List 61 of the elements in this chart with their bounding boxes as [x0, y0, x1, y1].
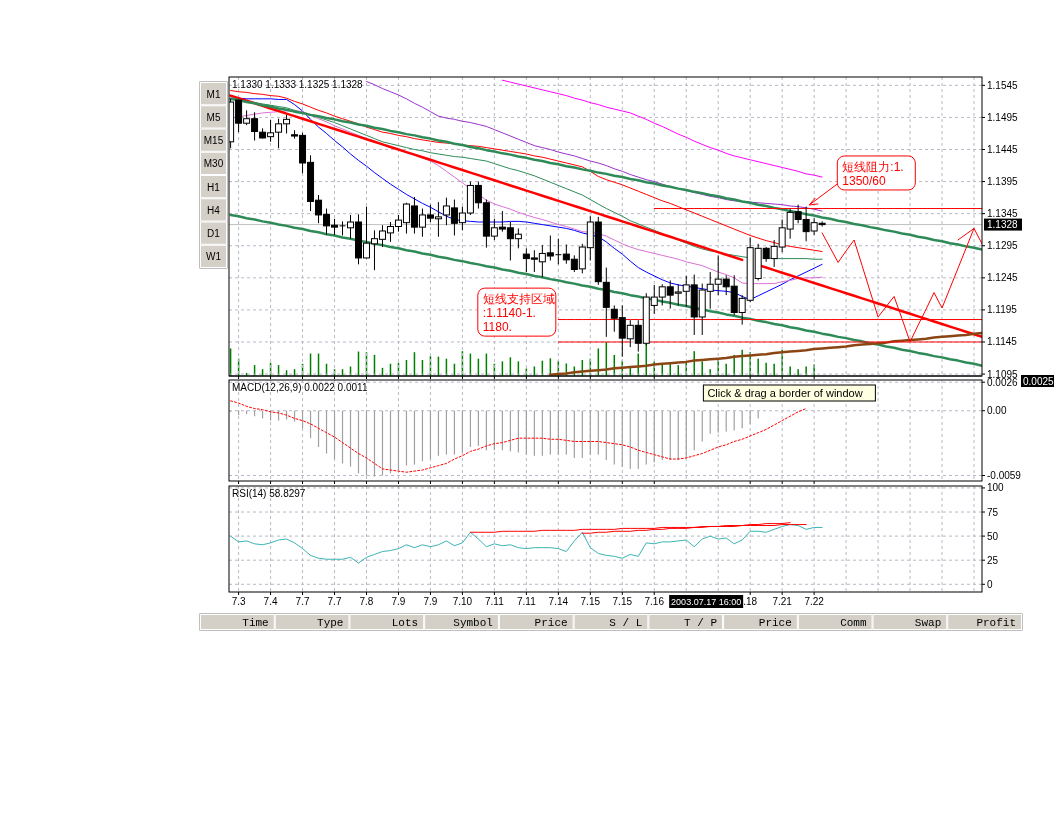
annotation: 短线阻力:1. 1350/60 [842, 159, 904, 188]
text: Symbol [453, 617, 493, 629]
annotation: Click & drag a border of window [707, 387, 863, 399]
text: H1 [207, 181, 221, 193]
text: Price [534, 617, 568, 629]
text: Lots [391, 617, 419, 629]
annotation: 短线支持区域 :1.1140-1. 1180. [482, 292, 555, 335]
y-tick-label: 0.00 [987, 405, 1007, 417]
text: M5 [206, 111, 221, 123]
x-tick-label: 7.3 [231, 596, 246, 607]
x-tick-label: 7.7 [295, 596, 310, 607]
y-tick-label: 100 [987, 482, 1005, 494]
x-tick-label: 7.11 [485, 596, 505, 607]
text: H4 [207, 204, 221, 216]
y-tick-label: 0 [987, 578, 993, 590]
y-tick-label: 1.1545 [987, 79, 1019, 91]
x-tick-label: 7.15 [580, 596, 601, 607]
x-tick-label: 7.16 [644, 596, 665, 607]
text: 2003.07.17 16:00 [671, 597, 742, 607]
chart-title: MACD(12,26,9) 0.0022 0.0011 [232, 382, 368, 393]
y-tick-label: 1.1245 [987, 272, 1019, 284]
y-tick-label: 25 [987, 554, 999, 566]
x-tick-label: 7.7 [327, 596, 342, 607]
text: Comm [840, 617, 867, 629]
y-tick-label: 1.1395 [987, 176, 1019, 188]
text: M30 [203, 158, 224, 170]
x-tick-label: 7.9 [423, 596, 438, 607]
text: T / P [684, 617, 718, 629]
y-tick-label: 1.1495 [987, 111, 1019, 123]
y-tick-label: 75 [987, 506, 999, 518]
y-tick-label: 1.1445 [987, 144, 1019, 155]
text: W1 [206, 251, 222, 263]
text: D1 [207, 228, 221, 240]
x-tick-label: 7.8 [359, 596, 374, 607]
text: Time [242, 617, 269, 629]
text: S / L [609, 617, 643, 629]
text: Type [317, 617, 344, 629]
x-tick-label: 7.22 [804, 596, 825, 607]
text: Price [758, 617, 792, 629]
x-tick-label: 7.14 [548, 596, 569, 607]
text: Profit [976, 617, 1016, 629]
x-tick-label: 7.4 [263, 596, 278, 607]
text: 0.0025 [1023, 375, 1054, 387]
x-tick-label: 7.15 [612, 596, 633, 607]
chart-title: 1.1330 1.1333 1.1325 1.1328 [232, 79, 364, 90]
ref-line-label: 1.1328 [987, 219, 1019, 231]
y-tick-label: 1.1195 [987, 304, 1018, 316]
x-tick-label: 7.21 [772, 596, 793, 607]
y-tick-label: 50 [987, 530, 999, 542]
y-tick-label: -0.0059 [987, 470, 1022, 482]
text: M15 [203, 135, 224, 147]
y-tick-label: 1.1345 [987, 208, 1019, 220]
x-tick-label: 7.10 [452, 596, 473, 607]
text: Swap [914, 617, 942, 629]
text: M1 [206, 88, 221, 100]
x-tick-label: 7.11 [517, 596, 537, 607]
y-tick-label: 1.1145 [987, 336, 1018, 348]
chart-title: RSI(14) 58.8297 [232, 488, 306, 499]
y-tick-label: 1.1295 [987, 240, 1019, 252]
x-tick-label: 7.9 [391, 596, 406, 607]
x-tick-label: .18 [743, 596, 758, 607]
